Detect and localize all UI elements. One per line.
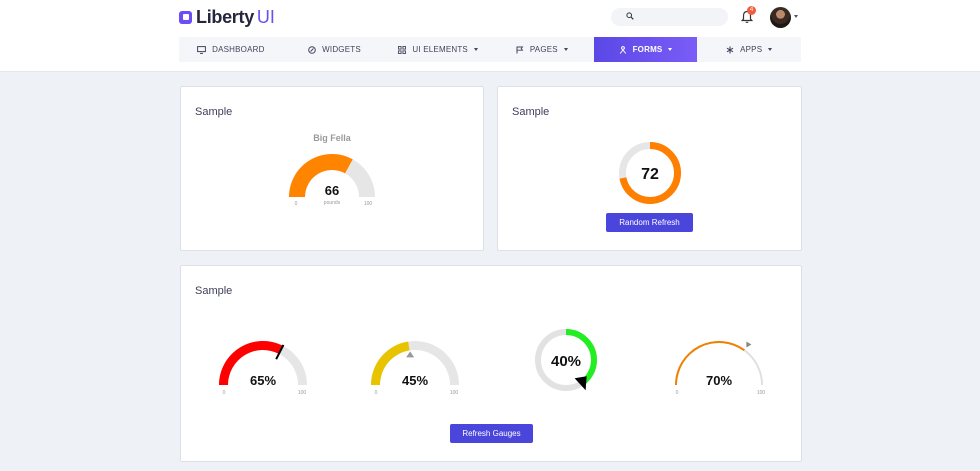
big-fella-gauge-svg: Big Fella 66 pounds 0 100 — [289, 133, 375, 207]
gauge-pointer — [746, 341, 752, 348]
gauge-fill — [675, 340, 745, 385]
nav-item-widgets[interactable]: WIDGETS — [283, 37, 387, 62]
compass-icon — [308, 45, 322, 54]
grid-icon — [398, 45, 412, 54]
gauge-fill — [535, 329, 597, 391]
chevron-down-icon[interactable] — [794, 15, 798, 18]
chevron-down-icon — [563, 48, 568, 51]
card-title: Sample — [195, 285, 233, 297]
monitor-icon — [197, 45, 212, 54]
gauge-min: 0 — [295, 201, 298, 207]
gauge-unit: pounds — [324, 200, 341, 206]
random-refresh-button[interactable]: Random Refresh — [606, 213, 693, 232]
person-icon — [619, 45, 633, 54]
brand-name: Liberty — [196, 6, 254, 27]
notification-badge: 4 — [747, 6, 756, 15]
gauge-fill — [219, 341, 283, 385]
logo-icon — [179, 10, 192, 24]
gauge-max: 100 — [757, 390, 766, 396]
nav-item-label: UI ELEMENTS — [412, 45, 468, 54]
refresh-gauges-button[interactable]: Refresh Gauges — [450, 424, 533, 443]
chevron-down-icon — [668, 48, 673, 51]
sample-card-gauge: Sample Big Fella 66 pounds 0 100 — [180, 86, 484, 251]
gauge-title: Big Fella — [313, 133, 352, 143]
sample-card-gauges: Sample 65% 0 100 45% 0 100 40% 70% 0 100 Refresh … — [180, 265, 802, 462]
brand-logo[interactable]: Liberty UI — [179, 6, 275, 28]
gauge-needle — [275, 344, 285, 360]
gauge-value: 70% — [706, 373, 732, 388]
donut-fill — [619, 142, 681, 204]
sample-card-donut: Sample 72 Random Refresh — [497, 86, 802, 251]
gauges-svg: 65% 0 100 45% 0 100 40% 70% 0 100 — [219, 329, 766, 396]
nav-item-label: APPS — [740, 45, 763, 54]
nav-item-dashboard[interactable]: DASHBOARD — [179, 37, 283, 62]
gauge-pointer — [574, 376, 587, 391]
nav-item-label: WIDGETS — [322, 45, 361, 54]
nav-item-ui-elements[interactable]: UI ELEMENTS — [386, 37, 490, 62]
gauge-max: 100 — [450, 390, 459, 396]
gauge-fill — [289, 154, 353, 197]
top-header: Liberty UI 4 DASHBOARD WIDGETS UI ELEMENTS… — [0, 0, 980, 72]
gauge-max: 100 — [298, 390, 307, 396]
card-title: Sample — [195, 106, 233, 118]
nav-item-forms[interactable]: FORMS — [593, 37, 698, 62]
card-title: Sample — [512, 106, 550, 118]
brand-suffix: UI — [256, 6, 275, 27]
donut-value: 72 — [641, 166, 659, 183]
gauge-value: 40% — [551, 353, 581, 370]
gauge-value: 45% — [402, 373, 428, 388]
gauge-min: 0 — [375, 390, 378, 396]
gauge-min: 0 — [223, 390, 226, 396]
chevron-down-icon — [768, 48, 773, 51]
nav-item-apps[interactable]: APPS — [697, 37, 801, 62]
main-nav: DASHBOARD WIDGETS UI ELEMENTS PAGES FORMS APP… — [179, 37, 801, 62]
chevron-down-icon — [473, 48, 478, 51]
nav-item-label: PAGES — [529, 45, 558, 54]
search-icon — [626, 12, 634, 20]
avatar[interactable] — [770, 7, 791, 28]
asterisk-icon — [726, 46, 740, 54]
nav-item-label: FORMS — [632, 45, 663, 54]
gauge-value: 65% — [250, 373, 276, 388]
gauge-value: 66 — [325, 183, 339, 198]
gauge-pointer — [406, 351, 415, 358]
gauge-max: 100 — [364, 201, 373, 207]
donut-svg: 72 — [619, 142, 681, 204]
gauge-fill — [371, 341, 410, 385]
search-input[interactable] — [611, 8, 728, 26]
flag-icon — [516, 46, 530, 54]
gauge-min: 0 — [676, 390, 679, 396]
nav-item-label: DASHBOARD — [212, 45, 265, 54]
nav-item-pages[interactable]: PAGES — [490, 37, 594, 62]
